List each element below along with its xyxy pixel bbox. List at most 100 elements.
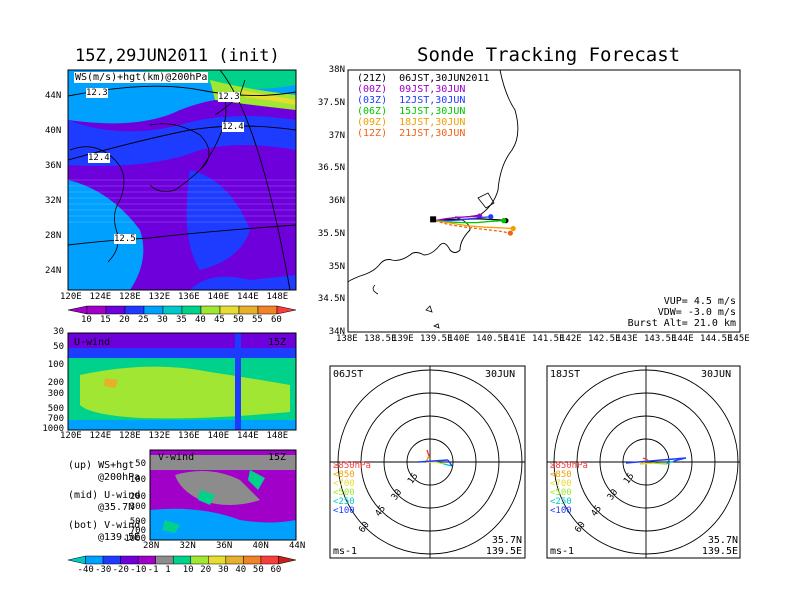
level-legend-entry: <850: [333, 470, 355, 480]
colorbar-swatch: [219, 305, 240, 315]
lon-tick-label: 141E: [504, 334, 526, 344]
level-legend-entry: <850: [550, 470, 572, 480]
contour-label: 12.5: [114, 234, 136, 244]
colorbar-swatch: [208, 555, 227, 565]
lat-tick-label: 34.5N: [317, 294, 345, 305]
lon-tick-label: 143.5E: [644, 334, 677, 344]
colorbar-tick-label: 60: [271, 315, 282, 325]
lat-tick-label: 38N: [328, 65, 345, 75]
colorbar-tick-label: 60: [270, 565, 282, 575]
lat-tick-label: 37.5N: [317, 97, 345, 108]
lon-tick-label: 136E: [178, 431, 200, 441]
lon-tick-label: 141.5E: [532, 334, 565, 344]
v-wind-label: V-wind: [158, 452, 195, 463]
track-line: [434, 218, 506, 222]
colorbar-swatch: [137, 555, 156, 565]
lat-tick-label: 40N: [252, 541, 269, 551]
colorbar-tick-label: 40: [195, 315, 206, 325]
colorbar-swatch: [276, 305, 297, 315]
landing-point: [501, 218, 507, 224]
lat-tick-label: 32N: [179, 541, 196, 551]
lon-tick-label: 148E: [266, 292, 289, 302]
lon-tick-label: 138.5E: [364, 334, 397, 344]
launch-legend-entry: (09Z) 18JST,30JUN: [357, 117, 466, 128]
landing-point: [507, 230, 513, 236]
pressure-tick-label: 1000: [124, 534, 146, 544]
colorbar-tick-label: 50: [233, 315, 244, 325]
lat-tick-label: 36N: [45, 161, 62, 171]
colorbar-tick-label: 1: [165, 565, 171, 575]
lon-tick-label: 143E: [616, 334, 638, 344]
hodo-left-location: 35.7N 139.5E: [485, 535, 522, 557]
lon-tick-label: 128E: [119, 292, 141, 302]
landing-point: [488, 214, 494, 220]
launch-legend-entry: (00Z) 09JST,30JUN: [357, 84, 466, 95]
hodograph-segment: [417, 459, 449, 463]
colorbar-tick-label: -10: [130, 565, 147, 575]
contour-label: 12.3: [218, 92, 240, 102]
colorbar-swatch: [102, 555, 121, 565]
lat-tick-label: 37N: [328, 130, 345, 141]
level-legend-entry: ≥850hPa: [550, 461, 588, 471]
colorbar-swatch: [143, 305, 164, 315]
u-wind-panel: [67, 332, 297, 431]
colorbar-swatch: [257, 305, 278, 315]
launch-point: [430, 216, 437, 223]
lon-tick-label: 144E: [237, 292, 259, 302]
level-legend-entry: <100: [333, 506, 355, 516]
hodograph-segment: [447, 459, 453, 467]
hodo-right-unit: ms-1: [550, 546, 575, 557]
lat-tick-label: 32N: [45, 196, 62, 206]
lon-tick-label: 139.5E: [420, 334, 453, 344]
lon-tick-label: 140E: [448, 334, 470, 344]
lon-tick-label: 140E: [207, 431, 230, 441]
level-legend-entry: <250: [550, 497, 572, 507]
hodo-left-date: 30JUN: [485, 369, 516, 380]
colorbar-tick-label: 20: [119, 315, 130, 325]
contour-label: 12.4: [88, 153, 110, 163]
hodo-right-location: 35.7N 139.5E: [701, 535, 738, 557]
launch-legend-entry: (12Z) 21JST,30JUN: [357, 128, 466, 139]
track-line: [434, 220, 514, 230]
lon-tick-label: 140.5E: [476, 334, 509, 344]
tracking-title: Sonde Tracking Forecast: [417, 44, 681, 66]
colorbar-swatch: [190, 555, 209, 565]
hodograph-segment: [665, 460, 675, 465]
level-legend-entry: <700: [550, 479, 572, 489]
lat-tick-label: 28N: [143, 541, 160, 551]
colorbar-swatch: [120, 555, 139, 565]
v-wind-panel: [149, 449, 297, 541]
lon-tick-label: 139E: [392, 334, 414, 344]
colorbar-swatch: [155, 555, 174, 565]
colorbar-tick-label: -40: [77, 565, 94, 575]
hodograph-segment: [625, 457, 687, 464]
lon-tick-label: 142.5E: [588, 334, 621, 344]
lon-tick-label: 145E: [728, 334, 750, 344]
colorbar-swatch: [225, 555, 244, 565]
hodo-right-time: 18JST: [550, 369, 581, 380]
pressure-tick-label: 700: [129, 526, 146, 536]
lon-tick-label: 142E: [560, 334, 582, 344]
pressure-tick-label: 1000: [42, 424, 64, 434]
lat-tick-label: 24N: [45, 266, 62, 276]
legend-note-mid: (mid) U-wind @35.7N: [68, 490, 141, 513]
launch-legend-entry: (03Z) 12JST,30JUN: [357, 95, 466, 106]
pressure-tick-label: 100: [129, 475, 146, 485]
colorbar-tick-label: 50: [252, 565, 264, 575]
ws-colorbar: [67, 305, 297, 315]
lat-tick-label: 44N: [45, 91, 62, 101]
lat-tick-label: 36N: [216, 541, 233, 551]
lon-tick-label: 144.5E: [700, 334, 733, 344]
hodo-left-time: 06JST: [333, 369, 364, 380]
u-wind-label: U-wind: [74, 337, 111, 348]
launch-legend: (21Z) 06JST,30JUN2011 (00Z) 09JST,30JUN (0…: [357, 73, 489, 139]
ws-map-panel: [67, 69, 297, 291]
u-wind-time: 15Z: [268, 337, 287, 348]
lon-tick-label: 136E: [178, 292, 200, 302]
colorbar-swatch: [124, 305, 145, 315]
pressure-tick-label: 700: [47, 414, 64, 424]
lon-tick-label: 120E: [60, 431, 82, 441]
lon-tick-label: 132E: [148, 292, 171, 302]
colorbar-tick-label: 45: [214, 315, 225, 325]
